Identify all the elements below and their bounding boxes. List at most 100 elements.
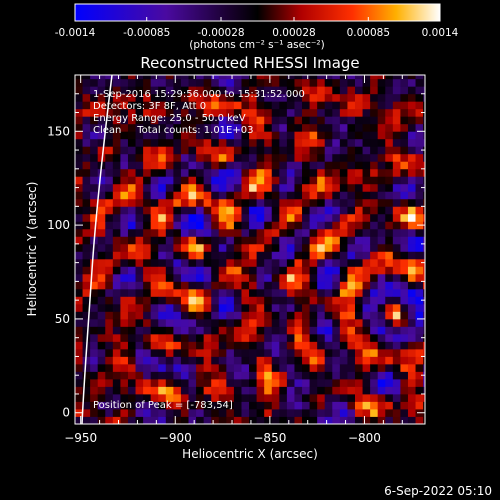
- heatmap-cell: [400, 168, 409, 177]
- heatmap-cell: [302, 78, 310, 87]
- heatmap-cell: [294, 408, 303, 417]
- heatmap-cell: [165, 318, 174, 327]
- heatmap-cell: [271, 371, 280, 380]
- heatmap-cell: [135, 386, 144, 395]
- heatmap-cell: [143, 176, 152, 185]
- heatmap-cell: [423, 401, 425, 410]
- heatmap-cell: [370, 176, 379, 185]
- heatmap-cell: [218, 176, 227, 185]
- heatmap-cell: [135, 243, 144, 252]
- heatmap-cell: [233, 228, 242, 237]
- heatmap-cell: [241, 333, 250, 342]
- heatmap-cell: [392, 393, 401, 402]
- heatmap-cell: [332, 401, 341, 410]
- heatmap-cell: [286, 93, 295, 102]
- heatmap-cell: [407, 93, 416, 102]
- heatmap-cell: [75, 416, 83, 424]
- heatmap-cell: [173, 401, 182, 410]
- heatmap-cell: [339, 168, 348, 177]
- heatmap-cell: [173, 213, 182, 222]
- heatmap-cell: [218, 123, 227, 132]
- heatmap-cell: [120, 266, 129, 275]
- heatmap-cell: [105, 168, 114, 177]
- heatmap-cell: [165, 363, 174, 372]
- heatmap-cell: [339, 228, 348, 237]
- heatmap-cell: [392, 266, 401, 275]
- heatmap-cell: [165, 266, 174, 275]
- heatmap-cell: [226, 251, 235, 260]
- heatmap-cell: [90, 393, 99, 402]
- heatmap-cell: [180, 228, 189, 237]
- heatmap-cell: [392, 138, 401, 147]
- heatmap-cell: [370, 386, 379, 395]
- heatmap-cell: [241, 213, 250, 222]
- heatmap-cell: [82, 206, 91, 215]
- heatmap-cell: [332, 176, 341, 185]
- heatmap-cell: [112, 176, 121, 185]
- heatmap-cell: [286, 131, 295, 140]
- heatmap-cell: [196, 86, 205, 95]
- heatmap-cell: [271, 326, 280, 335]
- heatmap-cell: [347, 401, 356, 410]
- heatmap-cell: [415, 266, 424, 275]
- heatmap-cell: [120, 288, 129, 297]
- heatmap-cell: [355, 78, 363, 87]
- heatmap-cell: [196, 101, 205, 110]
- heatmap-cell: [241, 296, 250, 305]
- heatmap-cell: [127, 116, 136, 125]
- heatmap-cell: [105, 356, 114, 365]
- heatmap-cell: [339, 386, 348, 395]
- heatmap-cell: [385, 258, 394, 267]
- heatmap-cell: [180, 213, 189, 222]
- heatmap-cell: [180, 78, 189, 87]
- heatmap-cell: [75, 236, 83, 245]
- heatmap-cell: [332, 273, 341, 282]
- heatmap-cell: [249, 153, 258, 162]
- heatmap-cell: [233, 341, 242, 350]
- heatmap-cell: [233, 386, 242, 395]
- heatmap-cell: [150, 371, 159, 380]
- heatmap-cell: [75, 266, 83, 275]
- heatmap-cell: [203, 108, 212, 117]
- heatmap-cell: [362, 341, 371, 350]
- heatmap-cell: [339, 213, 348, 222]
- heatmap-cell: [324, 371, 333, 380]
- heatmap-cell: [226, 356, 235, 365]
- heatmap-cell: [377, 386, 386, 395]
- annotation-total-counts: Clean Total counts: 1.01E+03: [93, 125, 253, 136]
- heatmap-cell: [211, 408, 220, 417]
- heatmap-cell: [75, 153, 83, 162]
- heatmap-cell: [271, 101, 280, 110]
- heatmap-cell: [112, 273, 121, 282]
- heatmap-cell: [150, 138, 159, 147]
- heatmap-cell: [241, 281, 250, 290]
- heatmap-cell: [203, 146, 212, 155]
- heatmap-cell: [324, 228, 333, 237]
- heatmap-cell: [112, 288, 121, 297]
- heatmap-cell: [233, 281, 242, 290]
- heatmap-cell: [241, 198, 250, 207]
- heatmap-cell: [75, 75, 83, 80]
- heatmap-cell: [317, 288, 326, 297]
- heatmap-cell: [226, 348, 235, 357]
- heatmap-cell: [120, 386, 129, 395]
- heatmap-cell: [423, 356, 425, 365]
- heatmap-cell: [355, 116, 363, 125]
- heatmap-cell: [339, 138, 348, 147]
- heatmap-cell: [165, 198, 174, 207]
- heatmap-cell: [158, 86, 167, 95]
- heatmap-cell: [180, 221, 189, 230]
- heatmap-cell: [127, 75, 136, 80]
- heatmap-cell: [385, 176, 394, 185]
- heatmap-cell: [143, 138, 152, 147]
- heatmap-cell: [75, 356, 83, 365]
- heatmap-cell: [324, 401, 333, 410]
- heatmap-cell: [105, 401, 114, 410]
- heatmap-cell: [347, 176, 356, 185]
- heatmap-cell: [415, 86, 424, 95]
- heatmap-cell: [309, 266, 318, 275]
- heatmap-cell: [377, 416, 386, 424]
- heatmap-cell: [294, 75, 303, 80]
- heatmap-cell: [407, 296, 416, 305]
- heatmap-cell: [317, 176, 326, 185]
